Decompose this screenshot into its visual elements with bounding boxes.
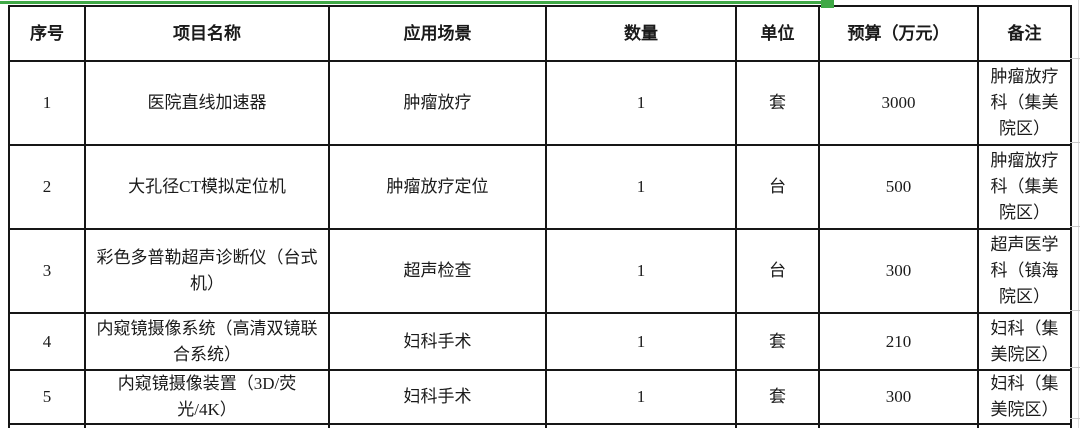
table-row: 5 内窥镜摄像装置（3D/荧光/4K） 妇科手术 1 套 300 妇科（集美院区… [8,369,1072,425]
table-row [8,423,1072,428]
cell-budget: 210 [818,312,979,371]
cell-name: 彩色多普勒超声诊断仪（台式机） [84,228,330,314]
cell-name: 大孔径CT模拟定位机 [84,144,330,230]
cell-quantity: 1 [545,144,737,230]
procurement-table: 序号 项目名称 应用场景 数量 单位 预算（万元） 备注 1 医院直线加速器 肿… [8,5,1072,428]
cell-name: 内窥镜摄像装置（3D/荧光/4K） [84,369,330,425]
grid-line-stub [1070,310,1080,311]
cell-unit: 套 [735,369,820,425]
cell-index: 4 [8,312,86,371]
grid-line-stub [1070,367,1080,368]
cell-quantity: 1 [545,60,737,146]
grid-line-stub [1070,226,1080,227]
header-row: 序号 项目名称 应用场景 数量 单位 预算（万元） 备注 [8,5,1072,62]
column-header-remark: 备注 [977,5,1072,62]
column-header-unit: 单位 [735,5,820,62]
column-header-budget: 预算（万元） [818,5,979,62]
cell-budget: 300 [818,228,979,314]
cell-index: 5 [8,369,86,425]
cell-budget: 300 [818,369,979,425]
cell-name: 医院直线加速器 [84,60,330,146]
grid-line-stub [1070,418,1080,419]
cell-remark: 超声医学科（镇海院区） [977,228,1072,314]
table-row: 3 彩色多普勒超声诊断仪（台式机） 超声检查 1 台 300 超声医学科（镇海院… [8,228,1072,314]
cell-scenario: 超声检查 [328,228,547,314]
cell-scenario: 妇科手术 [328,369,547,425]
cell-scenario: 肿瘤放疗 [328,60,547,146]
column-header-quantity: 数量 [545,5,737,62]
grid-line-stub [1070,58,1080,59]
cell-quantity: 1 [545,228,737,314]
table-row: 2 大孔径CT模拟定位机 肿瘤放疗定位 1 台 500 肿瘤放疗科（集美院区） [8,144,1072,230]
cell-index: 1 [8,60,86,146]
table-row: 1 医院直线加速器 肿瘤放疗 1 套 3000 肿瘤放疗科（集美院区） [8,60,1072,146]
cell-unit: 套 [735,312,820,371]
table-row: 4 内窥镜摄像系统（高清双镜联合系统） 妇科手术 1 套 210 妇科（集美院区… [8,312,1072,371]
cell-quantity: 1 [545,369,737,425]
cell-remark: 肿瘤放疗科（集美院区） [977,60,1072,146]
cell-remark: 妇科（集美院区） [977,369,1072,425]
grid-line-stub [1070,142,1080,143]
cell-unit: 套 [735,60,820,146]
grid-line-stub [1078,0,1079,428]
cell-budget: 500 [818,144,979,230]
cell-scenario: 妇科手术 [328,312,547,371]
column-header-name: 项目名称 [84,5,330,62]
cell-remark: 肿瘤放疗科（集美院区） [977,144,1072,230]
cell-name: 内窥镜摄像系统（高清双镜联合系统） [84,312,330,371]
cell-budget: 3000 [818,60,979,146]
cell-index: 2 [8,144,86,230]
next-row-partial [8,423,1072,428]
cell-scenario: 肿瘤放疗定位 [328,144,547,230]
selection-handle[interactable] [821,0,834,8]
cell-remark: 妇科（集美院区） [977,312,1072,371]
column-header-index: 序号 [8,5,86,62]
cell-unit: 台 [735,228,820,314]
selection-border [0,1,831,4]
column-header-scenario: 应用场景 [328,5,547,62]
cell-quantity: 1 [545,312,737,371]
cell-index: 3 [8,228,86,314]
cell-unit: 台 [735,144,820,230]
